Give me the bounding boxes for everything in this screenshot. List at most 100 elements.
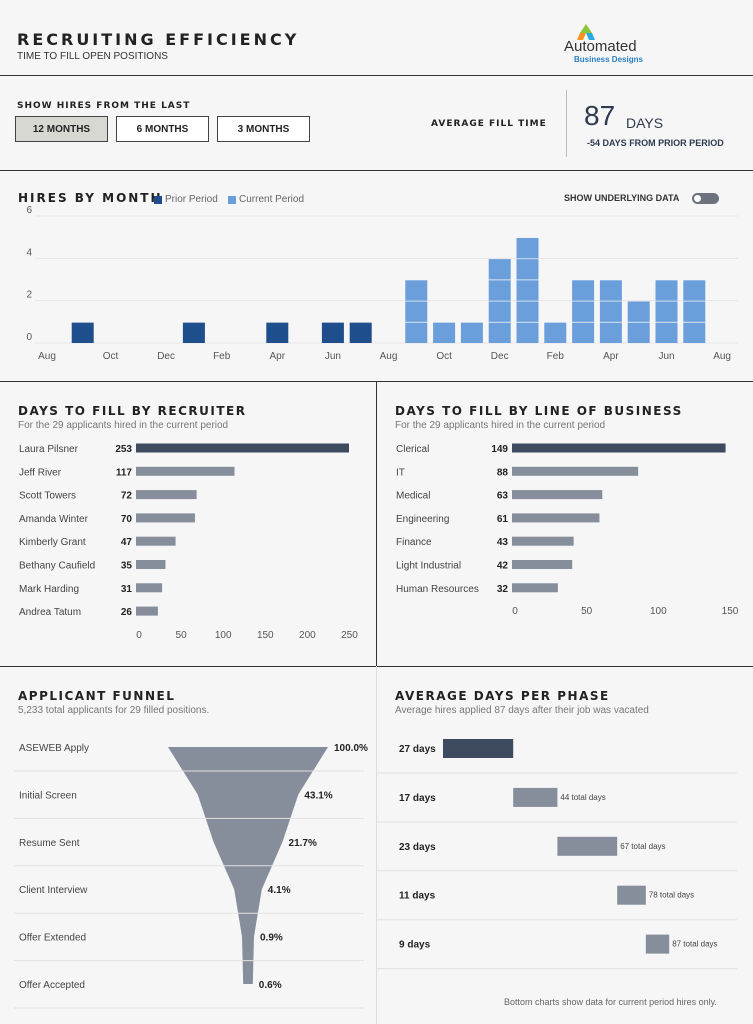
hires-bar-segment <box>516 322 539 343</box>
funnel-stage-label: ASEWEB Apply <box>19 743 89 754</box>
toggle-label: SHOW UNDERLYING DATA <box>564 193 680 203</box>
x-tick-label: Dec <box>491 351 509 362</box>
x-tick-label: 50 <box>176 630 188 641</box>
x-tick-label: Jun <box>325 351 341 362</box>
hires-bar-segment <box>599 322 622 343</box>
bar-value-label: 117 <box>116 467 133 478</box>
hires-bar-segment <box>405 301 428 322</box>
kpi-unit: DAYS <box>626 115 664 131</box>
bar <box>136 606 158 616</box>
hires-bar-segment <box>488 322 511 343</box>
logo-mark-icon <box>577 24 595 40</box>
bar <box>136 513 195 523</box>
hires-bar-segment <box>683 322 706 343</box>
bar <box>512 536 574 546</box>
hires-bar-segment <box>627 322 650 343</box>
phase-total-label: 87 total days <box>672 940 717 949</box>
funnel-stage-label: Resume Sent <box>19 838 80 849</box>
hires-bar-segment <box>572 322 595 343</box>
hires-bar-segment <box>266 322 289 343</box>
bar <box>512 490 603 500</box>
phases-subtitle: Average hires applied 87 days after thei… <box>395 705 649 716</box>
hires-bar-segment <box>516 259 539 280</box>
bar-value-label: 35 <box>121 561 133 572</box>
x-tick-label: Aug <box>380 351 398 362</box>
x-tick-label: Aug <box>713 351 731 362</box>
bar-category-label: Light Industrial <box>396 561 461 572</box>
filter-12-months-button[interactable]: 12 MONTHS <box>15 116 108 142</box>
hires-bar-segment <box>627 301 650 322</box>
bar-category-label: Medical <box>396 491 430 502</box>
bar-category-label: Engineering <box>396 514 449 525</box>
phase-bar <box>557 836 618 856</box>
bar-value-label: 149 <box>491 444 508 455</box>
hires-bar-segment <box>488 301 511 322</box>
bar-category-label: Jeff River <box>19 467 62 478</box>
page-subtitle: TIME TO FILL OPEN POSITIONS <box>17 51 168 62</box>
bar <box>136 443 349 453</box>
hires-bar-segment <box>516 280 539 301</box>
x-tick-label: 100 <box>650 606 667 617</box>
phase-days-label: 17 days <box>399 793 436 804</box>
funnel-subtitle: 5,233 total applicants for 29 filled pos… <box>18 705 210 716</box>
panel-divider <box>376 381 377 666</box>
bar <box>512 560 573 569</box>
phase-days-label: 9 days <box>399 940 431 951</box>
bar-category-label: Amanda Winter <box>19 514 89 525</box>
hires-bar-segment <box>544 322 567 343</box>
bar <box>512 443 726 453</box>
x-tick-label: 150 <box>257 630 274 641</box>
filter-label: SHOW HIRES FROM THE LAST <box>17 101 191 111</box>
applicant-funnel-chart: ASEWEB Apply 100.0% Initial Screen 43.1% Res… <box>14 743 368 1009</box>
x-tick-label: Feb <box>213 351 231 362</box>
underlying-data-toggle[interactable] <box>692 193 719 204</box>
bar-value-label: 32 <box>497 584 509 595</box>
x-tick-label: 250 <box>341 630 358 641</box>
lob-chart-title: DAYS TO FILL BY LINE OF BUSINESS <box>395 404 683 418</box>
bar-category-label: IT <box>396 467 405 478</box>
x-tick-label: 0 <box>136 630 142 641</box>
hires-bar-segment <box>71 322 94 343</box>
bar-value-label: 253 <box>115 444 132 455</box>
hires-bar-segment <box>655 280 678 301</box>
footnote: Bottom charts show data for current peri… <box>504 997 717 1007</box>
bar <box>512 513 600 523</box>
recruiter-chart-subtitle: For the 29 applicants hired in the curre… <box>18 420 229 431</box>
bar-category-label: Human Resources <box>396 584 479 595</box>
phase-days-label: 11 days <box>399 891 436 902</box>
bar-value-label: 63 <box>497 491 509 502</box>
x-tick-label: 0 <box>512 606 518 617</box>
hires-bar-segment <box>349 322 372 343</box>
hires-bar-segment <box>488 280 511 301</box>
x-tick-label: Apr <box>270 351 286 362</box>
funnel-percent-label: 0.9% <box>260 933 283 944</box>
funnel-percent-label: 100.0% <box>334 743 368 754</box>
bar-value-label: 31 <box>121 584 133 595</box>
hires-bar-segment <box>182 322 205 343</box>
hires-bar-segment <box>460 322 483 343</box>
bar-value-label: 43 <box>497 537 509 548</box>
x-tick-label: 150 <box>722 606 739 617</box>
filter-3-months-button[interactable]: 3 MONTHS <box>217 116 310 142</box>
legend-prior-label: Prior Period <box>165 194 218 205</box>
phase-total-label: 78 total days <box>649 891 694 900</box>
bar-category-label: Kimberly Grant <box>19 537 86 548</box>
days-per-phase-chart: 27 days 17 days 44 total days 23 days 67 tot… <box>377 739 737 970</box>
bar-category-label: Andrea Tatum <box>19 607 81 618</box>
bar-category-label: Finance <box>396 537 432 548</box>
bar-value-label: 70 <box>121 514 133 525</box>
bar-value-label: 42 <box>497 561 509 572</box>
lob-chart-subtitle: For the 29 applicants hired in the curre… <box>395 420 606 431</box>
bar-category-label: Scott Towers <box>19 491 76 502</box>
hires-bar-segment <box>321 322 344 343</box>
company-logo: Automated Business Designs <box>562 24 652 68</box>
divider <box>0 170 753 171</box>
bar-value-label: 61 <box>497 514 509 525</box>
filter-6-months-button[interactable]: 6 MONTHS <box>116 116 209 142</box>
legend-prior-swatch <box>154 195 162 204</box>
bar-category-label: Bethany Caufield <box>19 561 95 572</box>
divider <box>0 75 753 76</box>
phases-title: AVERAGE DAYS PER PHASE <box>395 689 610 703</box>
x-tick-label: 50 <box>581 606 593 617</box>
funnel-stage-label: Offer Extended <box>19 933 86 944</box>
